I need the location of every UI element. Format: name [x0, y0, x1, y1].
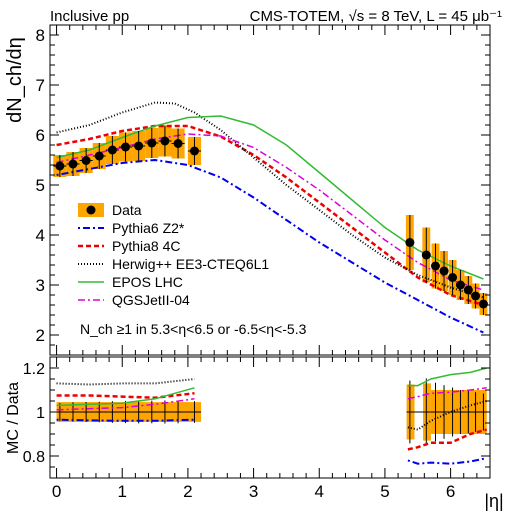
data-point-19: [478, 299, 488, 309]
mc-curve-0: [56, 158, 484, 334]
data-point-12: [421, 250, 431, 260]
top-y-tick-label-4: 6: [36, 126, 45, 145]
ratio-curve-2-1: [407, 400, 487, 431]
x-tick-label-0: 0: [52, 482, 61, 501]
ratio-curve-0-0: [56, 418, 195, 422]
x-tick-label-4: 4: [315, 482, 324, 501]
data-point-13: [430, 261, 440, 271]
data-point-1: [68, 159, 78, 169]
legend-label-3: EPOS LHC: [112, 274, 183, 290]
top-y-tick-label-1: 3: [36, 276, 45, 295]
mc-curve-2: [56, 101, 484, 299]
data-point-11: [405, 238, 415, 247]
data-point-5: [121, 142, 131, 152]
ratio-y-tick-label-0: 0.8: [23, 449, 45, 466]
top-y-tick-label-2: 4: [36, 226, 45, 245]
top-y-tick-label-3: 5: [36, 176, 45, 195]
legend-label-data: Data: [112, 202, 142, 218]
legend-label-2: Herwig++ EE3-CTEQ6L1: [112, 256, 269, 272]
data-point-3: [94, 151, 104, 161]
x-tick-label-1: 1: [118, 482, 127, 501]
data-point-2: [81, 156, 91, 165]
data-point-9: [173, 139, 183, 148]
data-point-6: [134, 141, 144, 151]
ratio-curve-0-1: [407, 457, 487, 465]
ratio-curve-2-0: [56, 378, 195, 386]
data-point-14: [439, 266, 449, 276]
top-y-axis-label: dN_ch/dη: [4, 37, 26, 123]
ratio-curve-1-1: [407, 428, 488, 451]
data-point-8: [160, 136, 170, 146]
ratio-curve-4-1: [407, 387, 487, 400]
data-point-10: [189, 146, 199, 156]
x-tick-label-3: 3: [249, 482, 258, 501]
data-point-16: [455, 280, 465, 290]
x-tick-label-2: 2: [183, 482, 192, 501]
legend-label-4: QGSJetII-04: [112, 292, 190, 308]
ratio-frame: [49, 356, 491, 479]
selection-annotation: N_ch ≥1 in 5.3<η<6.5 or -6.5<η<-5.3: [80, 321, 307, 337]
x-axis-label: |η|: [484, 491, 503, 511]
top-panel: 2 3 4 5 6 7 8: [36, 24, 491, 356]
ratio-curve-3-1: [407, 367, 487, 387]
top-y-tick-label-5: 7: [36, 76, 45, 95]
data-point-7: [147, 138, 157, 148]
mc-curve-4: [56, 133, 484, 291]
ratio-y-tick-label-2: 1.2: [23, 361, 45, 378]
data-point-4: [107, 145, 117, 155]
mc-curve-1: [56, 124, 484, 307]
x-tick-label-5: 5: [380, 482, 389, 501]
data-point-18: [471, 291, 481, 301]
header-left: Inclusive pp: [50, 8, 129, 25]
header-right: CMS-TOTEM, √s = 8 TeV, L = 45 μb⁻¹: [250, 8, 502, 25]
data-point-17: [463, 285, 473, 295]
legend: Data Pythia6 Z2* Pythia8 4C Herwig++ EE3-CT…: [78, 202, 269, 308]
legend-label-1: Pythia8 4C: [112, 238, 180, 254]
top-frame: [49, 24, 491, 356]
ratio-curve-3-0: [56, 387, 195, 407]
top-y-tick-label-0: 2: [36, 326, 45, 345]
data-point-0: [55, 161, 65, 171]
top-y-tick-label-6: 8: [36, 26, 45, 45]
legend-label-0: Pythia6 Z2*: [112, 220, 185, 236]
x-tick-label-6: 6: [446, 482, 455, 501]
ratio-y-tick-label-1: 1: [36, 405, 45, 422]
ratio-curve-4-0: [56, 398, 195, 411]
ratio-panel: 0.8 1 1.2 0 1 2 3 4 5 6: [23, 356, 491, 501]
ratio-curve-1-0: [56, 392, 195, 399]
data-point-15: [448, 273, 458, 282]
bottom-y-axis-label: MC / Data: [5, 382, 22, 454]
legend-data-marker: [86, 205, 96, 215]
